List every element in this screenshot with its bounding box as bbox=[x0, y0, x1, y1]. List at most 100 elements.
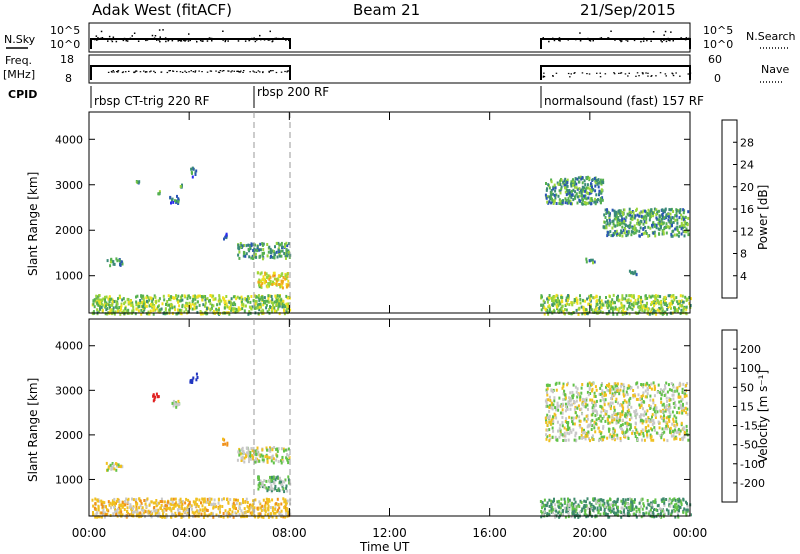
power-scatter-point bbox=[286, 275, 289, 279]
power-scatter-point bbox=[659, 295, 662, 299]
power-scatter-point bbox=[252, 257, 255, 260]
velocity-scatter-point bbox=[561, 509, 564, 513]
velocity-scatter-point bbox=[649, 398, 652, 402]
power-scatter-point bbox=[131, 303, 134, 307]
power-scatter-point bbox=[608, 223, 611, 227]
power-scatter-point bbox=[668, 219, 671, 223]
velocity-scatter-point bbox=[629, 413, 632, 417]
velocity-scatter-point bbox=[567, 497, 569, 501]
power-scatter-point bbox=[114, 299, 117, 303]
power-scatter-point bbox=[248, 310, 251, 314]
power-scatter-point bbox=[146, 299, 148, 303]
velocity-scatter-point bbox=[554, 507, 557, 511]
velocity-scatter-point bbox=[238, 453, 241, 457]
velocity-scatter-point bbox=[616, 384, 619, 387]
nave-point bbox=[647, 72, 649, 74]
velocity-scatter-point bbox=[638, 501, 641, 505]
velocity-scatter-point bbox=[649, 508, 652, 512]
velocity-scatter-point bbox=[679, 437, 682, 441]
power-scatter-point bbox=[589, 199, 592, 203]
velocity-scatter-point bbox=[540, 515, 543, 519]
power-scatter-point bbox=[141, 310, 144, 314]
velocity-scatter-point bbox=[583, 405, 586, 408]
velocity-scatter-point bbox=[636, 385, 639, 389]
power-scatter-point bbox=[628, 312, 631, 316]
velocity-scatter-point bbox=[660, 400, 663, 404]
velocity-scatter-point bbox=[172, 506, 175, 510]
velocity-colorbar-tick-label: 15 bbox=[740, 400, 754, 413]
velocity-scatter-point bbox=[577, 393, 579, 397]
velocity-scatter-point bbox=[196, 376, 199, 379]
velocity-scatter-point bbox=[612, 427, 615, 431]
power-scatter-point bbox=[197, 294, 200, 298]
velocity-scatter-point bbox=[175, 405, 178, 409]
power-scatter-point bbox=[173, 305, 176, 309]
velocity-scatter-point bbox=[601, 406, 604, 410]
velocity-scatter-point bbox=[674, 403, 677, 407]
power-scatter-point bbox=[212, 309, 215, 313]
power-scatter-point bbox=[667, 215, 670, 219]
power-scatter-point bbox=[632, 296, 635, 300]
power-scatter-point bbox=[636, 218, 639, 222]
power-scatter-point bbox=[263, 251, 265, 255]
power-scatter-point bbox=[253, 306, 256, 310]
power-scatter-point bbox=[543, 312, 546, 316]
velocity-scatter-point bbox=[592, 382, 595, 386]
velocity-scatter-point bbox=[278, 477, 281, 481]
velocity-scatter-point bbox=[682, 427, 685, 431]
power-scatter-point bbox=[195, 306, 198, 310]
power-scatter-point bbox=[270, 255, 272, 258]
power-scatter-point bbox=[643, 304, 645, 308]
power-scatter-point bbox=[686, 298, 689, 302]
nave-point bbox=[238, 71, 240, 73]
velocity-scatter-point bbox=[654, 416, 657, 419]
nsearch-point bbox=[672, 40, 674, 42]
nave-point bbox=[636, 72, 639, 74]
velocity-scatter-point bbox=[681, 387, 684, 391]
power-scatter-point bbox=[552, 299, 555, 303]
nsearch-point bbox=[275, 37, 278, 40]
velocity-scatter-point bbox=[663, 512, 666, 516]
velocity-scatter-point bbox=[658, 426, 661, 430]
power-scatter-point bbox=[661, 312, 664, 316]
velocity-scatter-point bbox=[116, 507, 119, 511]
power-scatter-point bbox=[280, 298, 283, 302]
power-scatter-point bbox=[644, 209, 646, 213]
velocity-scatter-point bbox=[617, 509, 619, 513]
power-scatter-point bbox=[154, 295, 157, 299]
power-scatter-point bbox=[578, 194, 581, 198]
nave-point bbox=[206, 71, 209, 73]
power-scatter-point bbox=[683, 306, 685, 310]
power-scatter-point bbox=[631, 307, 634, 311]
power-scatter-point bbox=[685, 227, 688, 231]
power-scatter-point bbox=[145, 296, 148, 300]
velocity-scatter-point bbox=[663, 414, 665, 418]
velocity-scatter-point bbox=[586, 425, 589, 429]
velocity-scatter-point bbox=[561, 415, 564, 419]
velocity-scatter-point bbox=[677, 427, 680, 431]
velocity-scatter-point bbox=[616, 433, 619, 437]
power-scatter-point bbox=[140, 312, 143, 316]
power-scatter-point bbox=[597, 185, 600, 189]
power-scatter-point bbox=[551, 199, 554, 203]
nave-point bbox=[179, 71, 182, 73]
nsearch-point bbox=[661, 41, 663, 43]
power-scatter-point bbox=[661, 307, 664, 311]
velocity-scatter-point bbox=[256, 449, 259, 453]
velocity-scatter-point bbox=[261, 454, 264, 458]
power-scatter-point bbox=[98, 294, 101, 297]
nave-point bbox=[153, 70, 155, 72]
velocity-scatter-point bbox=[672, 417, 675, 421]
power-scatter-point bbox=[555, 193, 558, 197]
velocity-scatter-point bbox=[136, 510, 139, 514]
power-scatter-point bbox=[158, 192, 161, 196]
power-scatter-point bbox=[638, 221, 640, 225]
nsky-tick-top: 10^5 bbox=[50, 24, 80, 37]
velocity-scatter-point bbox=[650, 506, 653, 510]
velocity-scatter-point bbox=[568, 505, 571, 509]
velocity-scatter-point bbox=[621, 506, 624, 510]
nave-point bbox=[134, 71, 136, 73]
power-scatter-point bbox=[672, 229, 675, 233]
power-scatter-point bbox=[269, 275, 272, 279]
